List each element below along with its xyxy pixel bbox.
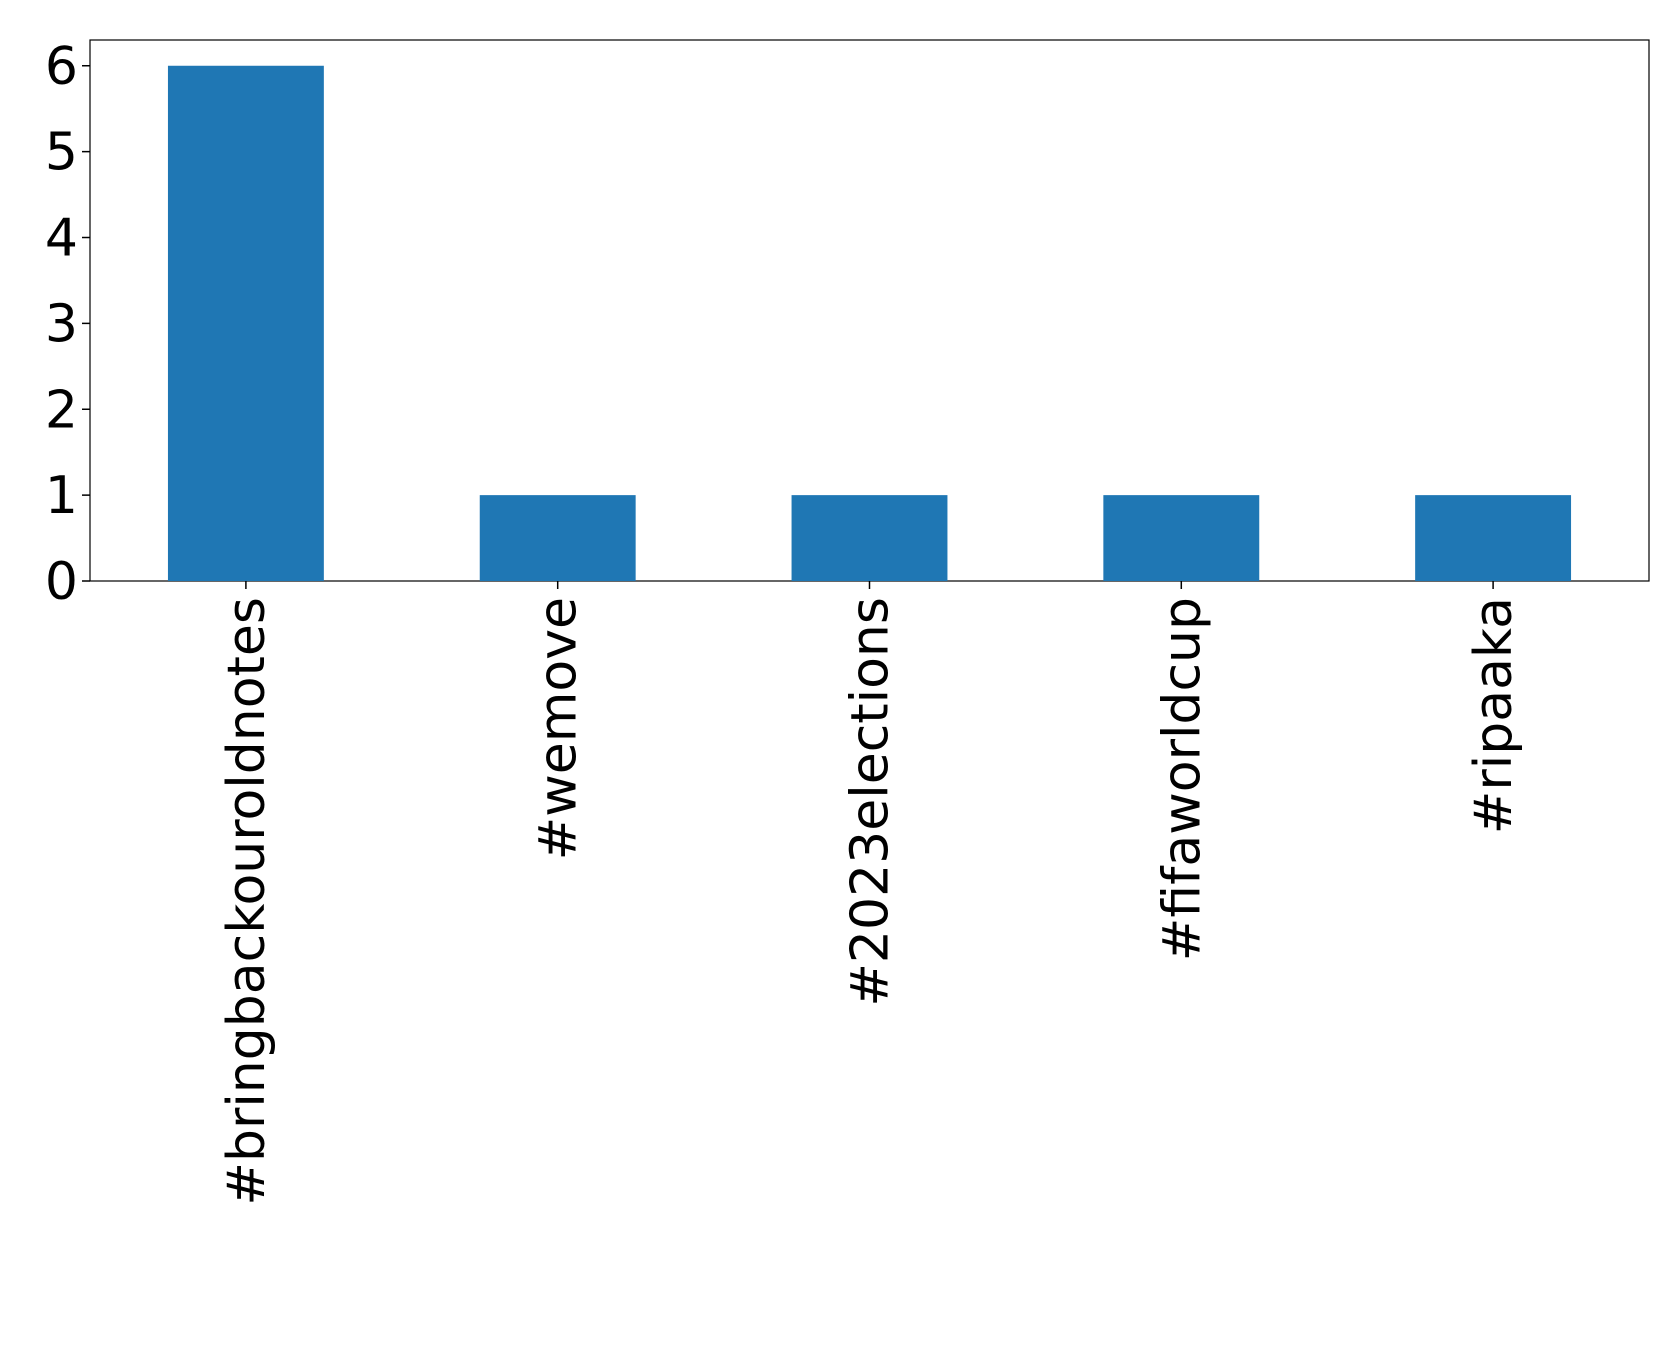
y-tick-label: 1 [45,466,78,526]
y-tick-label: 3 [45,294,78,354]
y-tick-label: 5 [45,123,78,183]
bar [167,65,324,581]
bar [1103,495,1260,581]
bar [791,495,948,581]
y-tick-label: 2 [45,380,78,440]
x-tick-label: #bringbackouroldnotes [217,597,277,1206]
y-tick-label: 6 [45,37,78,97]
x-tick-label: #wemove [529,597,589,860]
x-tick-label: #ripaaka [1464,597,1524,834]
bar [1415,495,1572,581]
bar [479,495,636,581]
x-tick-label: #2023elections [841,597,901,1007]
y-tick-label: 0 [45,552,78,612]
x-tick-label: #fifaworldcup [1152,597,1212,961]
y-tick-label: 4 [45,209,78,269]
